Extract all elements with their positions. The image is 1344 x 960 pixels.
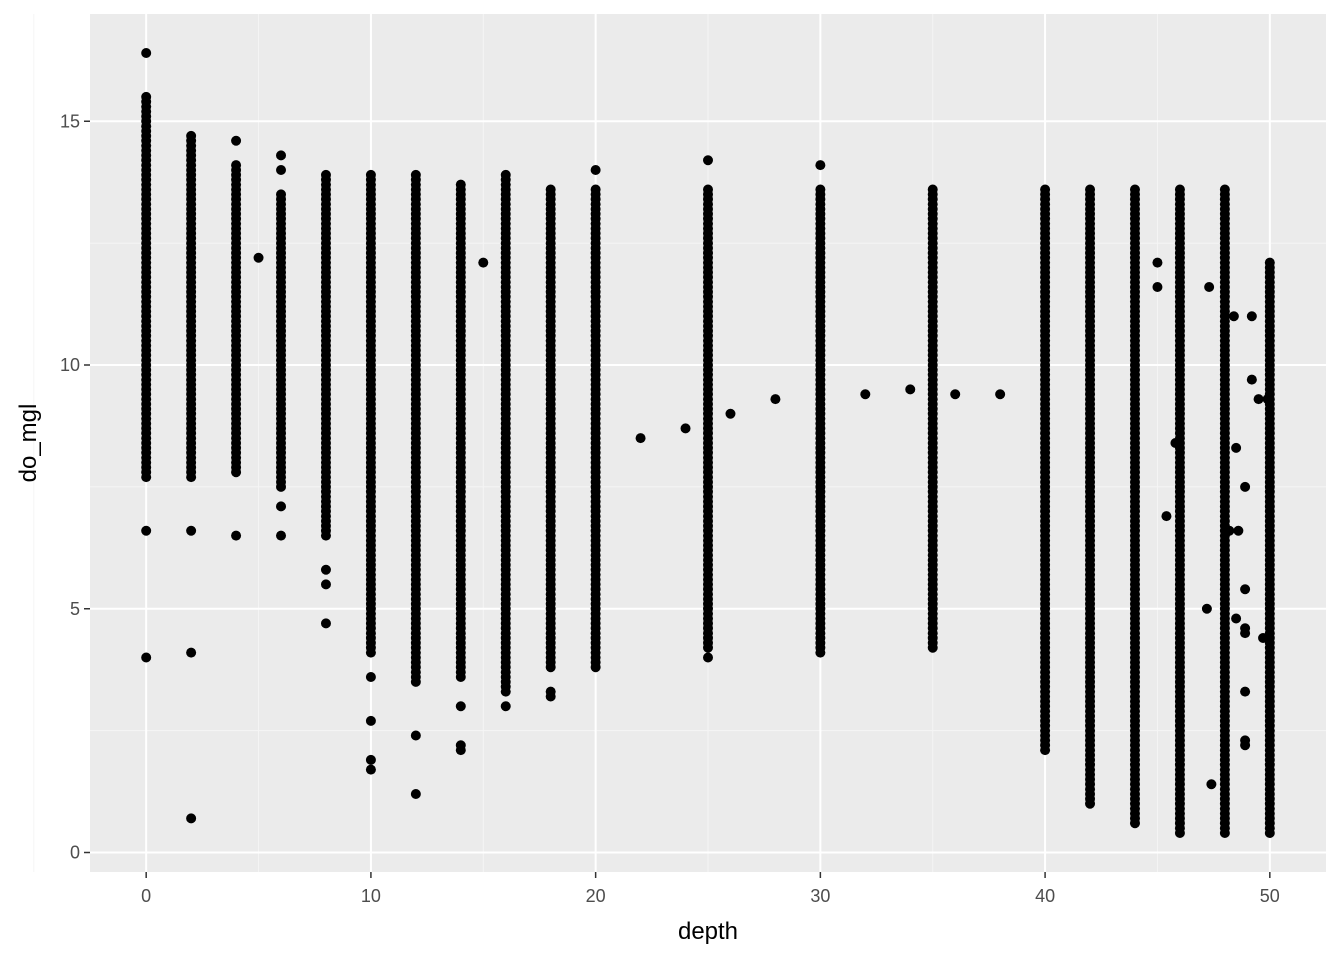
data-point xyxy=(860,389,871,400)
x-tick-label: 0 xyxy=(141,886,151,906)
data-point xyxy=(905,384,916,395)
data-point xyxy=(1240,628,1251,639)
data-point xyxy=(365,672,376,682)
data-point xyxy=(1224,525,1235,536)
data-point xyxy=(545,691,556,702)
data-point xyxy=(1231,442,1242,453)
y-tick-label: 10 xyxy=(60,355,80,375)
data-point xyxy=(186,130,197,141)
x-tick-label: 50 xyxy=(1260,886,1280,906)
data-point xyxy=(365,764,376,775)
data-point xyxy=(231,160,242,171)
data-point xyxy=(1204,282,1215,292)
data-point xyxy=(815,184,826,195)
data-point xyxy=(455,179,466,190)
data-point xyxy=(141,525,152,536)
data-point xyxy=(1201,603,1212,614)
data-point xyxy=(410,730,421,741)
data-point xyxy=(1206,779,1217,790)
data-point xyxy=(1129,184,1140,195)
data-point xyxy=(770,394,781,405)
data-point xyxy=(1161,511,1172,522)
data-point xyxy=(186,647,197,658)
data-point xyxy=(253,252,264,263)
data-point xyxy=(320,564,331,575)
data-point xyxy=(186,525,197,536)
data-point xyxy=(1240,740,1251,751)
data-points xyxy=(141,48,1275,838)
data-point xyxy=(276,189,287,200)
x-tick-label: 40 xyxy=(1035,886,1055,906)
data-point xyxy=(1219,184,1230,195)
data-point xyxy=(1231,613,1242,624)
data-point xyxy=(410,169,421,180)
data-point xyxy=(320,579,331,590)
data-point xyxy=(500,701,511,712)
data-point xyxy=(1246,374,1257,385)
data-point xyxy=(1240,686,1251,697)
data-point xyxy=(815,160,826,171)
data-point xyxy=(478,257,489,268)
data-point xyxy=(276,501,287,512)
x-tick-label: 20 xyxy=(586,886,606,906)
y-axis-title: do_mgl xyxy=(15,404,42,483)
data-point xyxy=(703,652,713,663)
data-point xyxy=(703,155,713,166)
data-point xyxy=(950,389,961,400)
data-point xyxy=(590,165,601,175)
data-point xyxy=(455,701,466,712)
data-point xyxy=(320,618,331,629)
data-point xyxy=(1240,481,1251,492)
data-point xyxy=(276,165,287,175)
data-point xyxy=(1170,438,1181,448)
data-point xyxy=(141,652,152,663)
data-point xyxy=(186,813,197,824)
data-point xyxy=(231,530,242,541)
data-point xyxy=(590,184,601,195)
data-point xyxy=(1040,184,1051,195)
data-point xyxy=(1246,311,1257,322)
y-tick-label: 0 xyxy=(70,843,80,863)
data-point xyxy=(141,48,152,58)
data-point xyxy=(1233,525,1244,536)
data-point xyxy=(1228,311,1239,322)
x-axis: 0 10 20 30 40 50 xyxy=(141,872,1280,906)
data-point xyxy=(365,754,376,765)
data-point xyxy=(1152,257,1163,268)
data-point xyxy=(500,169,511,180)
data-point xyxy=(703,184,713,195)
data-point xyxy=(635,433,646,444)
data-point xyxy=(455,745,466,756)
data-point xyxy=(1085,184,1096,195)
data-point xyxy=(365,169,376,180)
data-point xyxy=(725,408,736,419)
data-point xyxy=(1152,282,1163,292)
data-point xyxy=(1258,633,1269,643)
x-axis-title: depth xyxy=(678,918,738,945)
data-point xyxy=(276,150,287,161)
data-point xyxy=(1262,394,1273,405)
data-point xyxy=(995,389,1006,400)
data-point xyxy=(276,530,287,541)
data-point xyxy=(927,184,938,195)
x-tick-label: 30 xyxy=(810,886,830,906)
y-axis: 0 5 10 15 xyxy=(60,111,90,863)
data-point xyxy=(545,184,556,195)
data-point xyxy=(1240,584,1251,595)
y-tick-label: 15 xyxy=(60,111,80,131)
data-point xyxy=(320,169,331,180)
data-point xyxy=(1253,394,1264,405)
y-tick-label: 5 xyxy=(70,599,80,619)
data-point xyxy=(141,91,152,102)
data-point xyxy=(680,423,691,434)
data-point xyxy=(410,789,421,799)
data-point xyxy=(1264,257,1275,268)
data-point xyxy=(231,135,242,146)
data-point xyxy=(365,715,376,726)
data-point xyxy=(1174,184,1185,195)
x-tick-label: 10 xyxy=(361,886,381,906)
